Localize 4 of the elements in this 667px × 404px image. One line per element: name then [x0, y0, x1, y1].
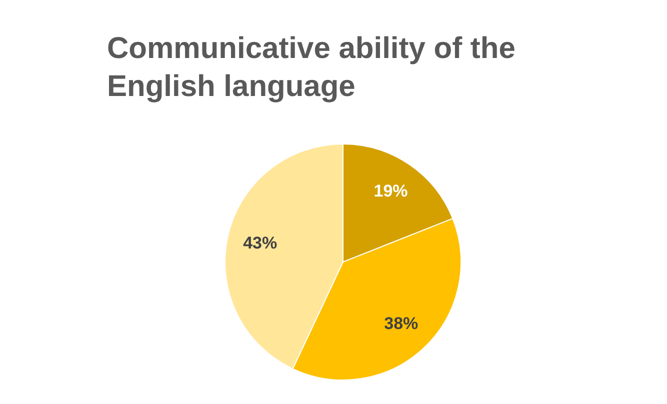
- data-label: 38%: [384, 314, 418, 333]
- data-label: 19%: [374, 182, 408, 201]
- data-label: 43%: [243, 233, 278, 252]
- chart-title: Communicative ability of the English language: [107, 32, 516, 103]
